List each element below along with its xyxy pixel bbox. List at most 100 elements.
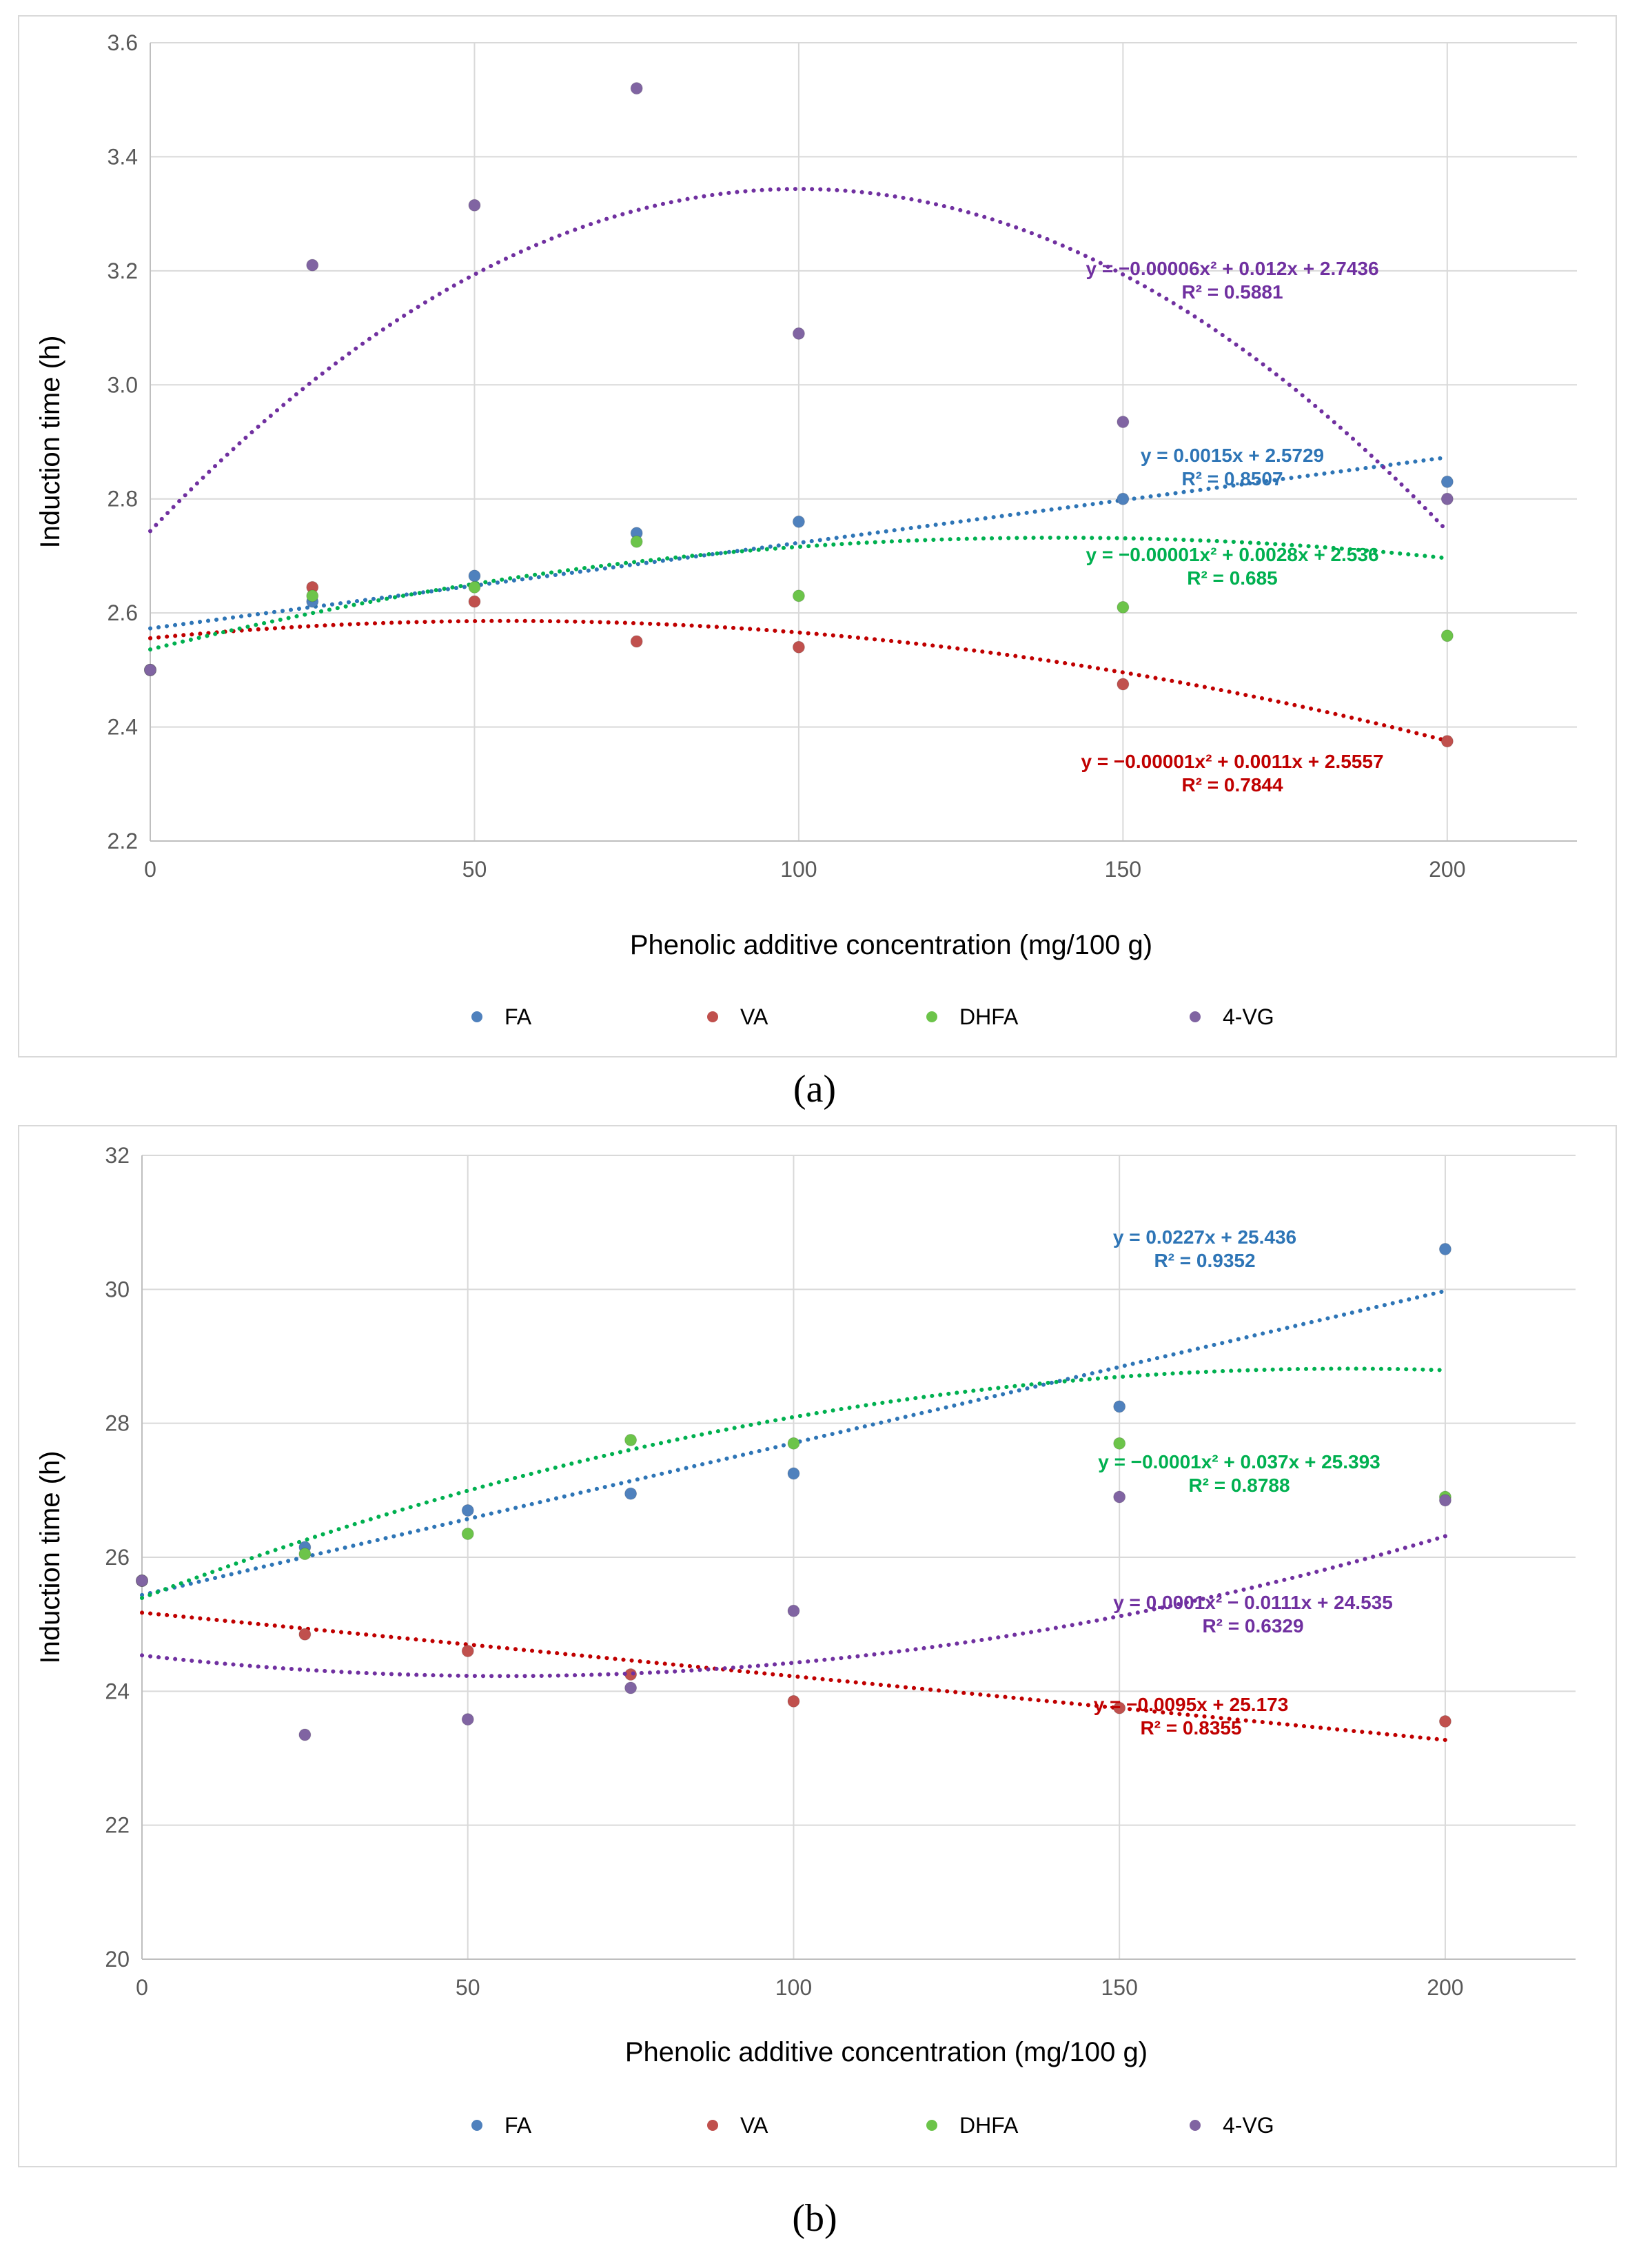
panel-b-y-tick-label: 28	[105, 1411, 130, 1436]
panel-b-y-tick-label: 26	[105, 1545, 130, 1570]
panel-b-y-tick-label: 22	[105, 1813, 130, 1838]
panel-a-legend-label-dhfa: DHFA	[959, 1004, 1019, 1029]
chart-panel-b: 20 22 24 26 28 30 32 0 50 100 150 200 Phenolic addit…	[18, 1125, 1617, 2167]
panel-a-y-axis-title: Induction time (h)	[35, 335, 65, 548]
chart-b-svg: 20 22 24 26 28 30 32 0 50 100 150 200 Phenolic addit…	[35, 1143, 1576, 2138]
panel-b-point-fa	[1113, 1400, 1126, 1413]
panel-b-point-fa	[1438, 1243, 1451, 1256]
panel-a-point-dhfa	[1440, 629, 1454, 642]
panel-a-legend-label-4-vg: 4-VG	[1223, 1004, 1274, 1029]
panel-b-y-axis-title: Induction time (h)	[35, 1450, 65, 1663]
panel-label-a: (a)	[793, 1068, 837, 1111]
panel-a-trendline-va	[148, 618, 1449, 743]
panel-a-trend-equation-va: y = −0.00001x² + 0.0011x + 2.5557	[1081, 751, 1383, 772]
panel-b-point-va	[787, 1694, 800, 1708]
panel-a-legend-marker-va	[707, 1011, 718, 1022]
panel-b-y-tick-label: 30	[105, 1277, 130, 1302]
panel-a-point-4-vg	[792, 327, 805, 340]
panel-a-point-fa	[1117, 492, 1130, 505]
panel-a-point-4-vg	[468, 199, 481, 212]
panel-a-point-fa	[792, 515, 805, 528]
panel-a-trend-r2-va: R² = 0.7844	[1181, 774, 1283, 796]
panel-b-point-dhfa	[787, 1437, 800, 1450]
panel-a-trend-r2-4-vg: R² = 0.5881	[1181, 281, 1283, 303]
panel-b-trend-equation-dhfa: y = −0.0001x² + 0.037x + 25.393	[1098, 1451, 1380, 1472]
panel-a-point-dhfa	[792, 589, 805, 603]
panel-a-y-tick-label: 2.4	[108, 715, 138, 740]
panel-a-y-tick-label: 3.6	[108, 30, 138, 55]
panel-a-trend-equation-fa: y = 0.0015x + 2.5729	[1141, 445, 1324, 466]
panel-b-y-tick-label: 20	[105, 1947, 130, 1972]
chart-panel-a: 2.2 2.4 2.6 2.8 3.0 3.2 3.4 3.6 0 50 100 150 200 Phen…	[18, 15, 1617, 1057]
panel-b-trend-r2-va: R² = 0.8355	[1140, 1717, 1241, 1739]
panel-a-y-tick-label: 3.2	[108, 259, 138, 283]
panel-b-legend-label-4-vg: 4-VG	[1223, 2113, 1274, 2138]
panel-b-legend-label-fa: FA	[505, 2113, 532, 2138]
panel-b-point-fa	[787, 1467, 800, 1480]
panel-b-point-dhfa	[624, 1433, 638, 1446]
panel-a-point-fa	[468, 569, 481, 583]
panel-a-trend-equation-dhfa: y = −0.00001x² + 0.0028x + 2.536	[1086, 544, 1378, 565]
panel-a-point-dhfa	[630, 535, 643, 548]
panel-b-x-tick-label: 0	[136, 1975, 148, 2000]
panel-a-y-tick-label: 2.8	[108, 487, 138, 512]
panel-a-point-dhfa	[306, 589, 319, 603]
panel-b-point-dhfa	[461, 1527, 474, 1540]
panel-a-point-4-vg	[1117, 416, 1130, 429]
panel-a-point-4-vg	[630, 82, 643, 95]
panel-b-point-va	[1438, 1715, 1451, 1728]
panel-a-point-4-vg	[1440, 492, 1454, 505]
panel-a-legend-marker-dhfa	[926, 1011, 937, 1022]
panel-a-y-tick-label: 3.0	[108, 372, 138, 397]
panel-a-x-tick-label: 200	[1429, 857, 1465, 882]
panel-a-legend-label-va: VA	[740, 1004, 768, 1029]
panel-b-legend-marker-dhfa	[926, 2120, 937, 2131]
panel-b-legend-label-dhfa: DHFA	[959, 2113, 1019, 2138]
panel-a-point-4-vg	[306, 259, 319, 272]
panel-b-trendline-4-vg	[140, 1534, 1447, 1679]
panel-a-trendline-dhfa	[148, 536, 1449, 652]
panel-b-x-axis-title: Phenolic additive concentration (mg/100 …	[625, 2037, 1148, 2067]
panel-b-trend-r2-fa: R² = 0.9352	[1154, 1250, 1255, 1271]
panel-b-point-4-vg	[461, 1713, 474, 1726]
panel-b-legend-label-va: VA	[740, 2113, 768, 2138]
panel-a-y-tick-label: 2.6	[108, 600, 138, 625]
panel-b-point-4-vg	[298, 1728, 312, 1741]
panel-b-legend-marker-4-vg	[1190, 2120, 1201, 2131]
panel-b-trend-r2-dhfa: R² = 0.8788	[1188, 1475, 1290, 1496]
panel-a-y-tick-label: 2.2	[108, 829, 138, 853]
panel-b-y-tick-label: 32	[105, 1143, 130, 1168]
chart-a-svg: 2.2 2.4 2.6 2.8 3.0 3.2 3.4 3.6 0 50 100 150 200 Phen…	[35, 30, 1577, 1029]
panel-b-point-dhfa	[298, 1548, 312, 1561]
panel-b-trendline-va	[140, 1610, 1447, 1742]
panel-b-trend-equation-va: y = −0.0095x + 25.173	[1094, 1694, 1289, 1715]
panel-a-legend-label-fa: FA	[505, 1004, 532, 1029]
panel-a-point-va	[792, 640, 805, 654]
panel-b-y-tick-label: 24	[105, 1679, 130, 1703]
panel-a-point-dhfa	[468, 580, 481, 594]
panel-b-trend-r2-4-vg: R² = 0.6329	[1202, 1615, 1303, 1637]
panel-a-trend-r2-dhfa: R² = 0.685	[1187, 567, 1278, 589]
panel-b-point-4-vg	[624, 1681, 638, 1694]
panel-a-legend-marker-fa	[471, 1011, 482, 1022]
panel-b-point-va	[298, 1628, 312, 1641]
panel-a-point-va	[1117, 678, 1130, 691]
panel-b-point-4-vg	[136, 1575, 148, 1588]
panel-a-trendline-fa	[148, 455, 1449, 631]
panel-b-point-fa	[624, 1487, 638, 1500]
panel-b-trendline-dhfa	[140, 1366, 1447, 1600]
panel-a-point-fa	[1440, 475, 1454, 488]
panel-a-y-tick-label: 3.4	[108, 144, 138, 169]
panel-a-trend-equation-4-vg: y = −0.00006x² + 0.012x + 2.7436	[1086, 258, 1378, 279]
panel-a-point-va	[468, 595, 481, 608]
panel-b-legend-marker-va	[707, 2120, 718, 2131]
panel-b-point-fa	[461, 1503, 474, 1517]
panel-a-point-4-vg	[144, 663, 156, 676]
panel-a-legend-marker-4-vg	[1190, 1011, 1201, 1022]
panel-b-point-va	[461, 1645, 474, 1658]
panel-a-x-tick-label: 0	[144, 857, 156, 882]
panel-b-legend-marker-fa	[471, 2120, 482, 2131]
panel-b-point-4-vg	[1438, 1494, 1451, 1507]
panel-a-x-tick-label: 100	[780, 857, 817, 882]
panel-label-b: (b)	[792, 2197, 837, 2240]
